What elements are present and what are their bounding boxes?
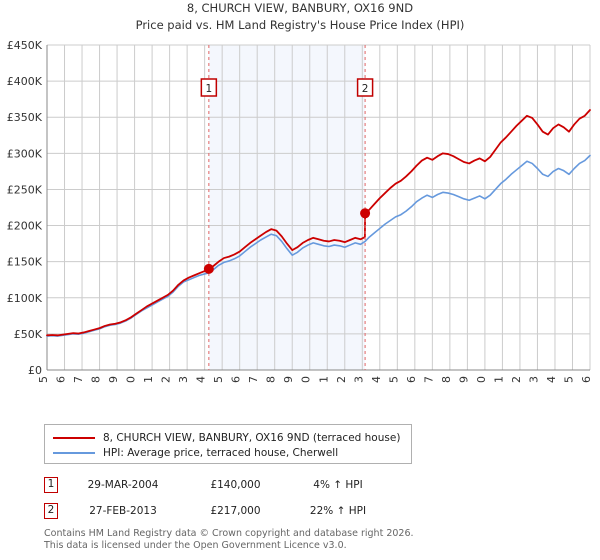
legend-item-price-paid: 8, CHURCH VIEW, BANBURY, OX16 9ND (terra… <box>53 430 403 445</box>
legend-swatch-hpi <box>53 451 95 454</box>
y-axis-tick-label: £100K <box>7 292 43 305</box>
price-history-chart: £0 £50K £100K £150K £200K £250K £300K £350K £400… <box>7 39 593 383</box>
x-axis-tick-label: 2021 <box>492 376 505 383</box>
x-axis-tick-label: 2000 <box>125 376 138 383</box>
x-axis-tick-label: 2022 <box>510 376 523 383</box>
x-axis-tick-label: 2010 <box>300 376 313 383</box>
y-axis-tick-label: £350K <box>7 111 43 124</box>
x-axis-tick-label: 2024 <box>545 376 558 383</box>
transaction-marker-2: 2 <box>44 503 58 519</box>
y-axis-tick-label: £50K <box>14 328 43 341</box>
legend-label-hpi: HPI: Average price, terraced house, Cher… <box>103 446 339 459</box>
marker-box-2[interactable] <box>356 78 374 97</box>
table-row: 2 27-FEB-2013 £217,000 22% ↑ HPI <box>44 498 464 524</box>
transaction-delta-1: 4% ↑ HPI <box>313 479 363 491</box>
x-axis-tick-label: 2025 <box>562 376 575 383</box>
transaction-date-2: 27-FEB-2013 <box>89 505 157 517</box>
y-axis-tick-label: £400K <box>7 75 43 88</box>
marker-label-2: 2 <box>362 83 369 95</box>
x-axis-tick-label: 2004 <box>195 376 208 383</box>
y-axis-tick-label: £0 <box>28 364 42 377</box>
x-axis-tick-label: 1997 <box>72 376 85 383</box>
x-axis-tick-label: 2007 <box>247 376 260 383</box>
marker-box-1[interactable] <box>200 78 218 97</box>
y-axis-tick-label: £150K <box>7 256 43 269</box>
x-axis-tick-label: 2002 <box>160 376 173 383</box>
x-axis-tick-label: 1996 <box>55 376 68 383</box>
x-axis-tick-label: 1999 <box>107 376 120 383</box>
x-axis-tick-label: 2001 <box>142 376 155 383</box>
sale-point-1[interactable] <box>203 263 214 274</box>
chart-legend: 8, CHURCH VIEW, BANBURY, OX16 9ND (terra… <box>44 424 412 464</box>
transaction-delta-2: 22% ↑ HPI <box>309 505 367 517</box>
copyright-footer: Contains HM Land Registry data © Crown c… <box>44 528 584 551</box>
transaction-marker-1: 1 <box>44 477 58 493</box>
x-axis-tick-label: 2017 <box>422 376 435 383</box>
sale-point-2[interactable] <box>360 208 371 219</box>
transaction-price-2: £217,000 <box>210 505 261 517</box>
table-row: 1 29-MAR-2004 £140,000 4% ↑ HPI <box>44 472 464 498</box>
x-axis-tick-label: 1998 <box>90 376 103 383</box>
x-axis-tick-label: 2019 <box>457 376 470 383</box>
transactions-table: 1 29-MAR-2004 £140,000 4% ↑ HPI 2 27-FEB… <box>44 472 464 524</box>
legend-item-hpi: HPI: Average price, terraced house, Cher… <box>53 445 403 460</box>
x-axis-tick-label: 2018 <box>440 376 453 383</box>
x-axis-tick-label: 2014 <box>370 376 383 383</box>
series-line-price-paid <box>46 109 591 337</box>
chart-title: 8, CHURCH VIEW, BANBURY, OX16 9ND <box>186 1 414 15</box>
transaction-date-1: 29-MAR-2004 <box>87 479 159 491</box>
marker-label-1: 1 <box>206 83 213 95</box>
y-axis-tick-label: £300K <box>7 147 43 160</box>
x-axis-tick-label: 2008 <box>265 376 278 383</box>
x-axis-tick-label: 2026 <box>580 376 593 383</box>
legend-label-price-paid: 8, CHURCH VIEW, BANBURY, OX16 9ND (terra… <box>103 431 401 444</box>
footer-line-1: Contains HM Land Registry data © Crown c… <box>44 528 414 539</box>
page-title: 8, CHURCH VIEW, BANBURY, OX16 9ND Price … <box>0 0 600 34</box>
chart-area: £0 £50K £100K £150K £200K £250K £300K £350K £400… <box>0 38 600 383</box>
transaction-price-1: £140,000 <box>210 479 261 491</box>
legend-swatch-price-paid <box>53 436 95 439</box>
x-axis-tick-label: 2016 <box>405 376 418 383</box>
chart-subtitle: Price paid vs. HM Land Registry's House … <box>135 18 465 32</box>
highlight-band <box>208 45 366 370</box>
y-axis-tick-label: £250K <box>7 183 43 196</box>
x-axis-tick-label: 2013 <box>352 376 365 383</box>
footer-line-2: This data is licensed under the Open Gov… <box>44 539 347 551</box>
x-axis-tick-label: 2005 <box>212 376 225 383</box>
x-axis-tick-label: 1995 <box>37 376 50 383</box>
x-axis-tick-label: 2009 <box>282 376 295 383</box>
x-axis-tick-label: 2006 <box>230 376 243 383</box>
x-axis-tick-label: 2020 <box>475 376 488 383</box>
x-axis-tick-label: 2003 <box>177 376 190 383</box>
x-axis-tick-label: 2011 <box>317 376 330 383</box>
y-axis-tick-label: £450K <box>7 39 43 52</box>
x-axis-tick-label: 2023 <box>527 376 540 383</box>
x-axis-tick-label: 2015 <box>387 376 400 383</box>
y-axis-tick-label: £200K <box>7 220 43 233</box>
x-axis-tick-label: 2012 <box>335 376 348 383</box>
